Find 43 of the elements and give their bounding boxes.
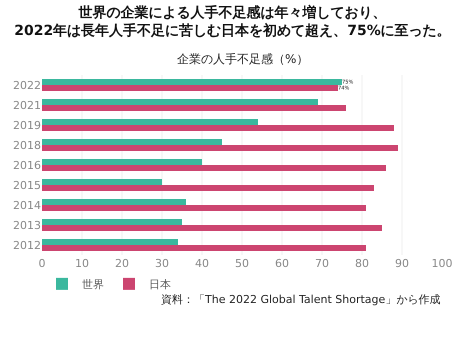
x-tick-label: 20 <box>115 257 129 270</box>
y-tick-label: 2014 <box>13 198 41 212</box>
bar <box>42 79 342 85</box>
x-tick-label: 80 <box>355 257 369 270</box>
bar <box>42 245 366 251</box>
y-tick-label: 2012 <box>13 238 41 252</box>
y-tick-label: 2013 <box>13 218 41 232</box>
legend-label: 世界 <box>82 278 104 292</box>
legend-label: 日本 <box>149 278 171 292</box>
x-tick-label: 60 <box>275 257 289 270</box>
x-tick-label: 40 <box>195 257 209 270</box>
x-tick-label: 70 <box>315 257 329 270</box>
text: 資料：「The 2022 Global Talent Shortage」から作成 <box>161 293 440 306</box>
y-tick-label: 2021 <box>13 98 41 112</box>
bar <box>42 225 382 231</box>
y-tick-label: 2019 <box>13 118 41 132</box>
y-tick-label: 2015 <box>13 178 41 192</box>
x-tick-label: 10 <box>75 257 89 270</box>
bar <box>42 105 346 111</box>
bar <box>42 199 186 205</box>
bar <box>42 125 394 131</box>
bar <box>42 219 182 225</box>
bar <box>42 119 258 125</box>
y-tick-label: 2018 <box>13 138 41 152</box>
chart-title: 世界の企業による人手不足感は年々増しており、 2022年は長年人手不足に苦しむ日本を初めて超え、75%に至った。 <box>14 4 451 40</box>
bar <box>42 159 202 165</box>
x-tick-label: 90 <box>395 257 409 270</box>
x-tick-label: 0 <box>38 257 46 270</box>
x-tick-label: 100 <box>432 257 452 270</box>
x-tick-label: 50 <box>235 257 249 270</box>
y-tick-label: 2016 <box>13 158 41 172</box>
y-tick-label: 2022 <box>13 78 41 92</box>
bar <box>42 205 366 211</box>
bar <box>42 239 178 245</box>
bar <box>42 85 338 91</box>
bar <box>42 139 222 145</box>
chart-subtitle: 企業の人手不足感（%） <box>177 52 308 66</box>
bar <box>42 145 398 151</box>
x-tick-label: 30 <box>155 257 169 270</box>
bar <box>42 185 374 191</box>
bar <box>42 99 318 105</box>
bar <box>42 165 386 171</box>
bar <box>42 179 162 185</box>
